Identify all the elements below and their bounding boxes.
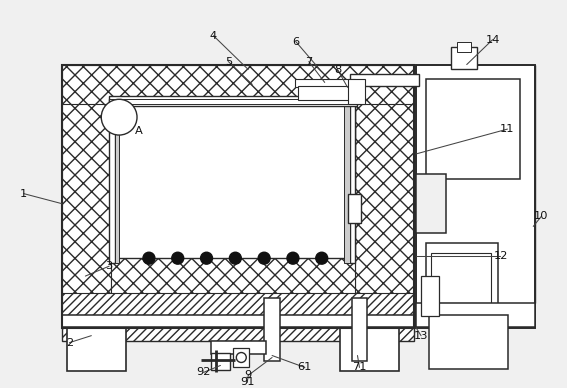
Bar	[62, 293, 414, 315]
Text: 5: 5	[225, 57, 232, 67]
Text: 1: 1	[20, 189, 27, 199]
Bar	[416, 64, 535, 328]
Text: 8: 8	[334, 64, 341, 74]
Bar	[431, 253, 490, 303]
Circle shape	[236, 353, 246, 362]
Bar	[349, 99, 356, 263]
Bar	[298, 87, 353, 100]
Text: 71: 71	[352, 362, 367, 372]
Circle shape	[201, 252, 213, 264]
Bar	[62, 64, 414, 104]
Bar	[426, 80, 521, 179]
Bar	[62, 315, 414, 327]
Text: 4: 4	[210, 31, 217, 41]
Text: 12: 12	[493, 251, 507, 261]
Bar	[210, 353, 230, 371]
Bar	[295, 80, 354, 87]
Bar	[234, 348, 249, 367]
Bar	[348, 80, 365, 104]
Circle shape	[143, 252, 155, 264]
Text: 92: 92	[196, 367, 211, 378]
Bar	[429, 315, 509, 369]
Text: 6: 6	[293, 37, 299, 47]
Text: 7: 7	[305, 57, 312, 67]
Text: 11: 11	[500, 124, 515, 134]
Text: 14: 14	[485, 35, 500, 45]
Bar	[264, 298, 280, 362]
Bar	[109, 99, 115, 263]
Bar	[111, 253, 354, 298]
Bar	[457, 42, 471, 52]
Circle shape	[287, 252, 299, 264]
Text: 61: 61	[298, 362, 312, 372]
Text: 9: 9	[244, 371, 252, 380]
Text: 10: 10	[534, 211, 548, 222]
Bar	[340, 327, 399, 371]
Bar	[416, 303, 535, 327]
Text: A: A	[135, 126, 143, 136]
Bar	[109, 96, 357, 106]
Bar	[62, 64, 414, 328]
Circle shape	[316, 252, 328, 264]
Bar	[210, 341, 266, 353]
Bar	[348, 194, 361, 223]
Bar	[62, 64, 111, 328]
Bar	[349, 74, 419, 87]
Bar	[66, 327, 126, 371]
Bar	[62, 327, 414, 341]
Bar	[344, 99, 349, 263]
Text: 13: 13	[414, 331, 428, 341]
Bar	[426, 243, 497, 308]
Bar	[109, 99, 357, 104]
Bar	[352, 298, 367, 362]
Text: 2: 2	[66, 338, 73, 348]
Text: 3: 3	[105, 261, 113, 271]
Bar	[111, 104, 354, 258]
Bar	[62, 64, 414, 328]
Circle shape	[101, 99, 137, 135]
Bar	[451, 47, 477, 69]
Bar	[115, 99, 119, 263]
Bar	[421, 276, 439, 316]
Circle shape	[172, 252, 184, 264]
Circle shape	[258, 252, 270, 264]
Bar	[354, 64, 414, 328]
Bar	[416, 174, 446, 233]
Text: 91: 91	[240, 378, 255, 387]
Circle shape	[230, 252, 242, 264]
